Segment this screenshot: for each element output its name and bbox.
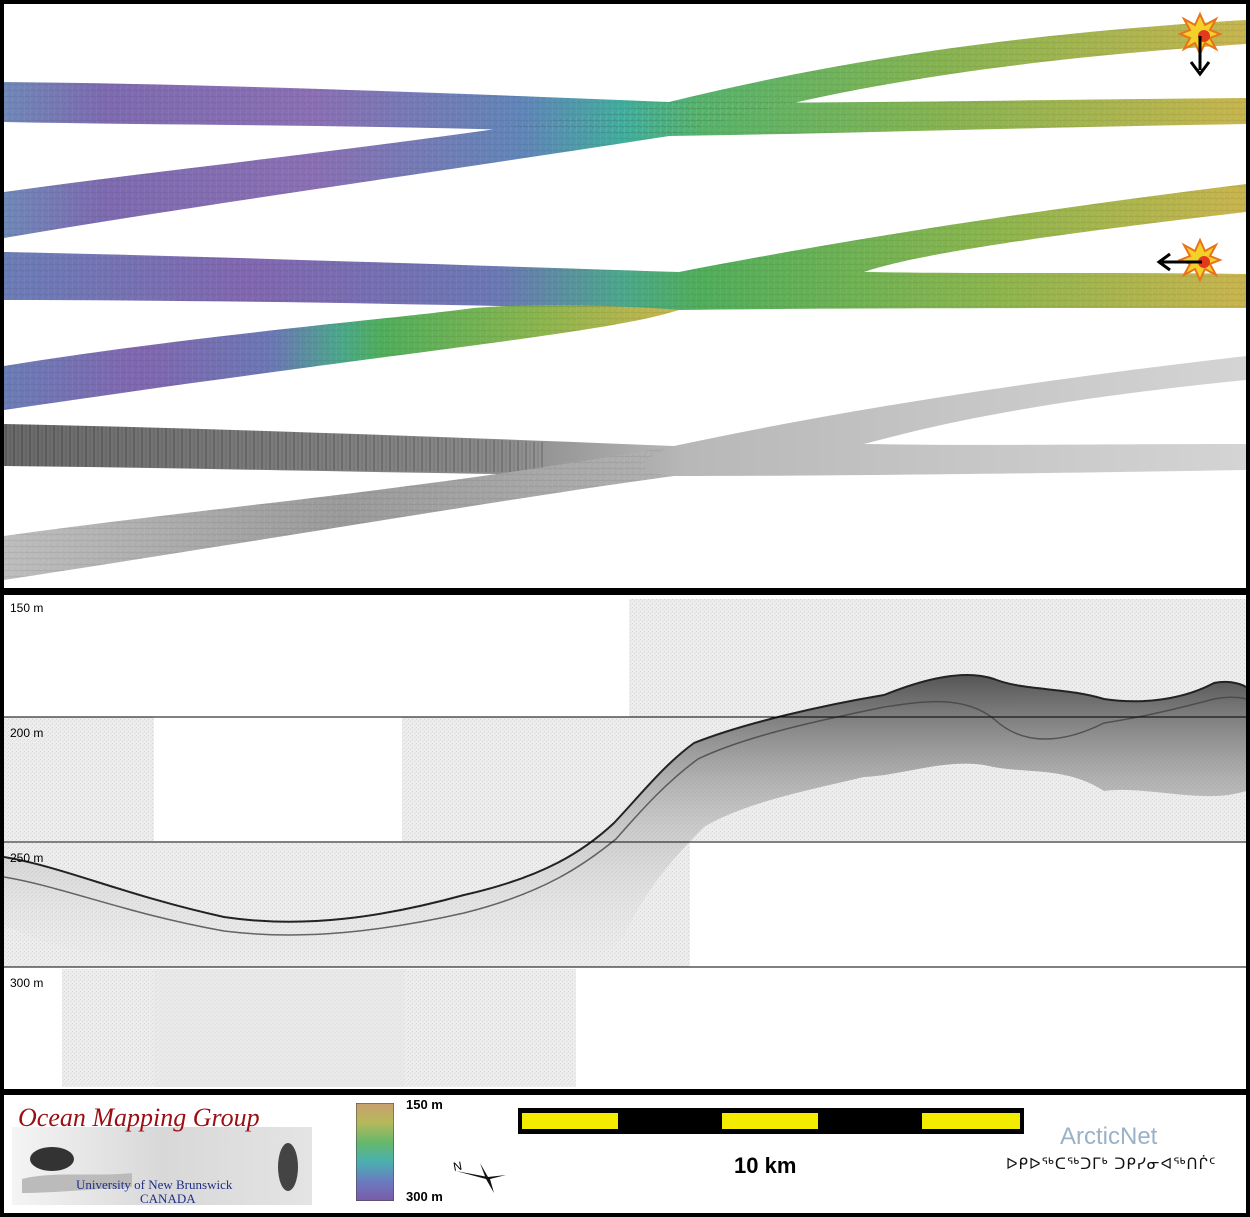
depth-label-250: 250 m — [10, 851, 44, 865]
arcticnet-logo[interactable]: ArcticNet — [1060, 1123, 1158, 1150]
colorbar-top-label: 150 m — [406, 1097, 443, 1112]
omg-country: CANADA — [140, 1191, 196, 1205]
north-arrow-icon: N — [452, 1159, 506, 1193]
bathymetry-group-south — [4, 184, 1246, 410]
arrow-left-icon — [1156, 252, 1202, 272]
seafloor-profile-line — [4, 673, 1246, 923]
bathymetry-group-north — [4, 20, 1246, 238]
swath-map-panel — [4, 4, 1246, 588]
omg-university: University of New Brunswick — [76, 1177, 233, 1192]
depth-label-300: 300 m — [10, 976, 44, 990]
depth-colorbar — [356, 1103, 394, 1201]
subbottom-reflection — [4, 674, 1246, 970]
swath-map — [4, 11, 1246, 580]
marker-south[interactable] — [1156, 237, 1223, 283]
depth-label-200: 200 m — [10, 726, 44, 740]
subbottom-profile-panel: 150 m 200 m 250 m 300 m — [4, 595, 1246, 1089]
scale-label: 10 km — [734, 1153, 797, 1178]
ocean-mapping-group-logo[interactable]: Ocean Mapping Group University of New Br… — [12, 1101, 312, 1205]
backscatter-group — [4, 356, 1246, 580]
depth-label-150: 150 m — [10, 601, 44, 615]
omg-title: Ocean Mapping Group — [18, 1103, 260, 1132]
arrow-down-icon — [1189, 36, 1211, 77]
subbottom-profile — [4, 599, 1246, 1087]
legend-footer: Ocean Mapping Group University of New Br… — [4, 1095, 1246, 1213]
scale-bar — [518, 1108, 1024, 1134]
north-letter: N — [452, 1159, 463, 1174]
arcticnet-syllabics: ᐅᑭᐅᖅᑕᖅᑐᒥᒃ ᑐᑭᓯᓂᐊᖅᑎᒌᑦ — [1006, 1155, 1217, 1173]
marker-north[interactable] — [1177, 11, 1223, 77]
colorbar-bottom-label: 300 m — [406, 1189, 443, 1204]
